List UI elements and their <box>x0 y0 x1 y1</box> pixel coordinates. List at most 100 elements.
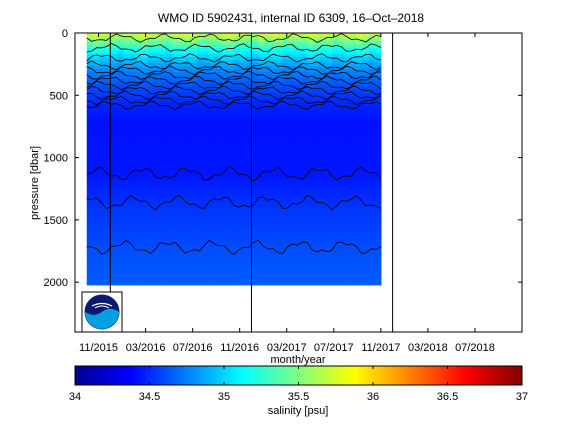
salinity-cell <box>307 147 315 151</box>
salinity-cell <box>325 99 333 103</box>
salinity-cell <box>252 51 259 55</box>
salinity-cell <box>221 60 229 64</box>
salinity-cell <box>331 234 339 238</box>
salinity-cell <box>282 186 290 190</box>
salinity-cell <box>307 129 315 133</box>
salinity-cell <box>295 252 302 256</box>
x-tick-label: 07/2016 <box>173 342 213 354</box>
salinity-cell <box>325 123 333 127</box>
salinity-cell <box>99 60 106 64</box>
salinity-cell <box>215 48 223 52</box>
salinity-cell <box>295 192 302 196</box>
salinity-cell <box>374 147 382 151</box>
salinity-cell <box>301 276 308 280</box>
salinity-cell <box>344 174 351 178</box>
salinity-cell <box>325 252 333 256</box>
salinity-cell <box>350 93 357 97</box>
salinity-cell <box>362 156 370 160</box>
salinity-cell <box>301 267 308 271</box>
salinity-cell <box>239 66 247 70</box>
salinity-cell <box>368 210 376 214</box>
salinity-cell <box>282 126 290 130</box>
salinity-cell <box>99 84 106 88</box>
salinity-cell <box>288 195 296 199</box>
salinity-cell <box>227 159 235 163</box>
salinity-cell <box>172 150 180 154</box>
salinity-cell <box>178 177 186 181</box>
salinity-cell <box>282 69 290 73</box>
salinity-cell <box>166 156 174 160</box>
salinity-cell <box>295 45 302 49</box>
salinity-cell <box>356 57 364 61</box>
salinity-cell <box>282 192 290 196</box>
salinity-cell <box>325 135 333 139</box>
salinity-cell <box>111 240 118 244</box>
salinity-cell <box>282 66 290 70</box>
salinity-cell <box>117 141 125 145</box>
salinity-cell <box>288 249 296 253</box>
salinity-cell <box>288 174 296 178</box>
salinity-cell <box>123 219 131 223</box>
salinity-cell <box>246 243 253 247</box>
salinity-cell <box>227 36 235 40</box>
salinity-cell <box>172 36 180 40</box>
salinity-cell <box>362 81 370 85</box>
salinity-cell <box>190 111 198 115</box>
salinity-cell <box>154 48 161 52</box>
salinity-cell <box>203 117 210 121</box>
salinity-cell <box>307 153 315 157</box>
salinity-cell <box>233 162 241 166</box>
salinity-cell <box>92 186 100 190</box>
salinity-cell <box>123 54 131 58</box>
salinity-cell <box>135 39 143 43</box>
salinity-cell <box>362 153 370 157</box>
salinity-cell <box>135 117 143 121</box>
salinity-cell <box>141 81 149 85</box>
salinity-cell <box>184 51 192 55</box>
salinity-cell <box>264 189 272 193</box>
salinity-cell <box>184 93 192 97</box>
salinity-cell <box>190 39 198 43</box>
salinity-cell <box>135 276 143 280</box>
salinity-cell <box>148 240 155 244</box>
salinity-cell <box>215 165 223 169</box>
salinity-cell <box>135 96 143 100</box>
salinity-cell <box>313 51 321 55</box>
salinity-cell <box>105 51 112 55</box>
salinity-cell <box>148 159 155 163</box>
salinity-cell <box>288 162 296 166</box>
salinity-cell <box>246 153 253 157</box>
salinity-cell <box>362 39 370 43</box>
salinity-cell <box>368 198 376 202</box>
salinity-cell <box>166 123 174 127</box>
salinity-cell <box>239 147 247 151</box>
salinity-cell <box>362 249 370 253</box>
salinity-cell <box>276 117 284 121</box>
salinity-cell <box>141 264 149 268</box>
salinity-cell <box>86 261 94 265</box>
salinity-cell <box>172 210 180 214</box>
salinity-cell <box>258 195 266 199</box>
salinity-cell <box>166 264 174 268</box>
salinity-cell <box>190 267 198 271</box>
salinity-cell <box>288 231 296 235</box>
salinity-cell <box>374 84 382 88</box>
salinity-cell <box>337 234 345 238</box>
salinity-cell <box>258 126 266 130</box>
salinity-cell <box>148 147 155 151</box>
salinity-cell <box>288 234 296 238</box>
salinity-cell <box>221 204 229 208</box>
salinity-cell <box>227 213 235 217</box>
salinity-cell <box>123 213 131 217</box>
salinity-cell <box>203 144 210 148</box>
salinity-cell <box>215 168 223 172</box>
salinity-cell <box>252 258 259 262</box>
salinity-cell <box>135 186 143 190</box>
salinity-cell <box>288 213 296 217</box>
salinity-cell <box>313 90 321 94</box>
salinity-cell <box>319 186 327 190</box>
salinity-cell <box>313 195 321 199</box>
salinity-cell <box>111 168 118 172</box>
salinity-cell <box>246 261 253 265</box>
salinity-cell <box>197 150 204 154</box>
